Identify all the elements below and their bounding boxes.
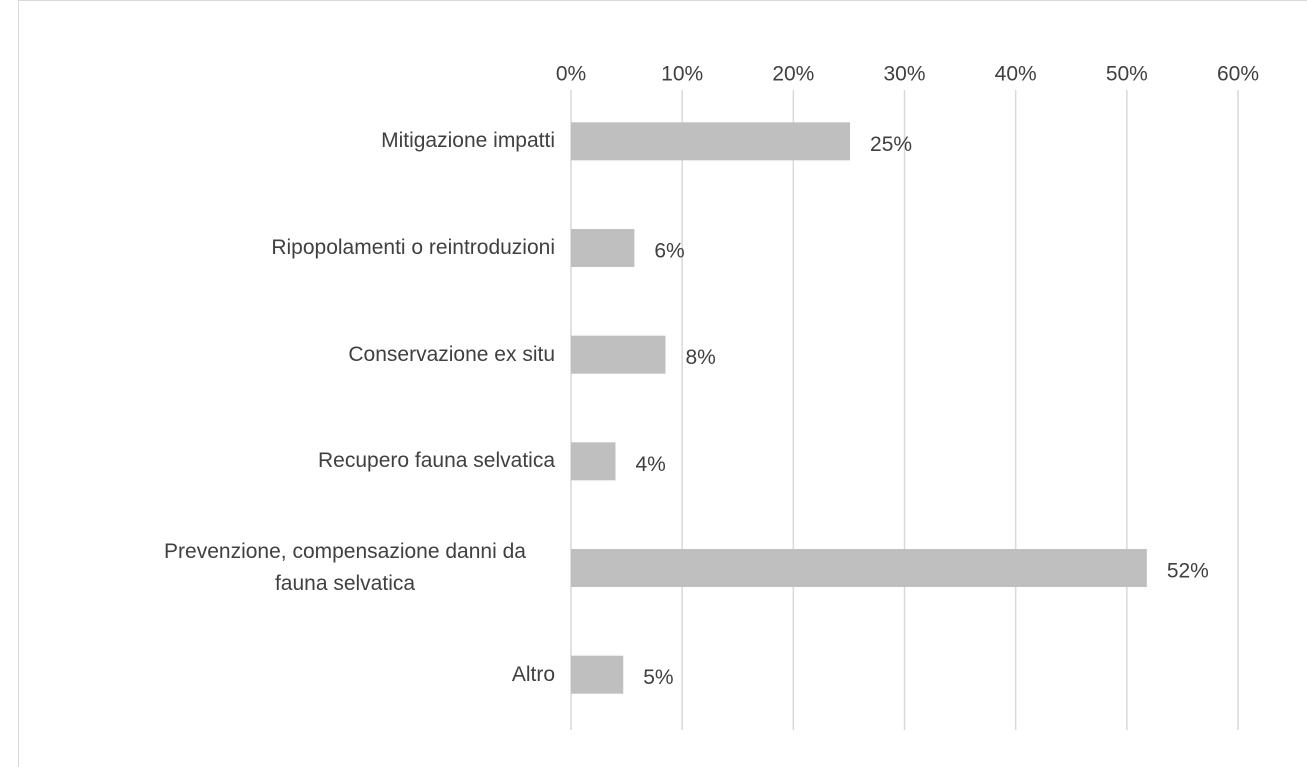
data-label: 5% xyxy=(643,666,673,689)
data-label: 4% xyxy=(635,453,665,476)
category-text: Recupero fauna selvatica xyxy=(318,449,555,473)
data-label: 25% xyxy=(870,133,912,156)
category-label: Conservazione ex situ xyxy=(348,315,555,395)
category-text: Conservazione ex situ xyxy=(348,342,555,366)
chart-frame xyxy=(18,0,1307,767)
category-label: Altro xyxy=(512,635,555,715)
category-label: Prevenzione, compensazione danni da faun… xyxy=(135,528,555,608)
data-label: 6% xyxy=(654,240,684,263)
data-label: 8% xyxy=(685,346,715,369)
x-tick-label: 20% xyxy=(772,63,814,86)
bar xyxy=(571,122,851,161)
bar xyxy=(571,442,616,481)
category-text: Mitigazione impatti xyxy=(381,129,555,153)
bar xyxy=(571,549,1147,587)
x-tick-label: 30% xyxy=(883,63,925,86)
bar xyxy=(571,335,666,374)
x-tick-label: 10% xyxy=(661,63,703,86)
category-text: Altro xyxy=(511,662,555,686)
category-label: Mitigazione impatti xyxy=(381,101,555,181)
x-tick-label: 60% xyxy=(1217,63,1259,86)
x-tick-label: 50% xyxy=(1106,63,1148,86)
category-label: Ripopolamenti o reintroduzioni xyxy=(271,208,555,288)
category-text: Ripopolamenti o reintroduzioni xyxy=(271,236,555,259)
bar xyxy=(571,655,624,694)
data-label: 52% xyxy=(1167,560,1209,583)
bar xyxy=(571,229,635,267)
category-label: Recupero fauna selvatica xyxy=(318,421,555,501)
category-text: Prevenzione, compensazione danni da faun… xyxy=(164,540,526,595)
x-tick-label: 40% xyxy=(995,63,1037,86)
x-tick-label: 0% xyxy=(556,63,586,86)
